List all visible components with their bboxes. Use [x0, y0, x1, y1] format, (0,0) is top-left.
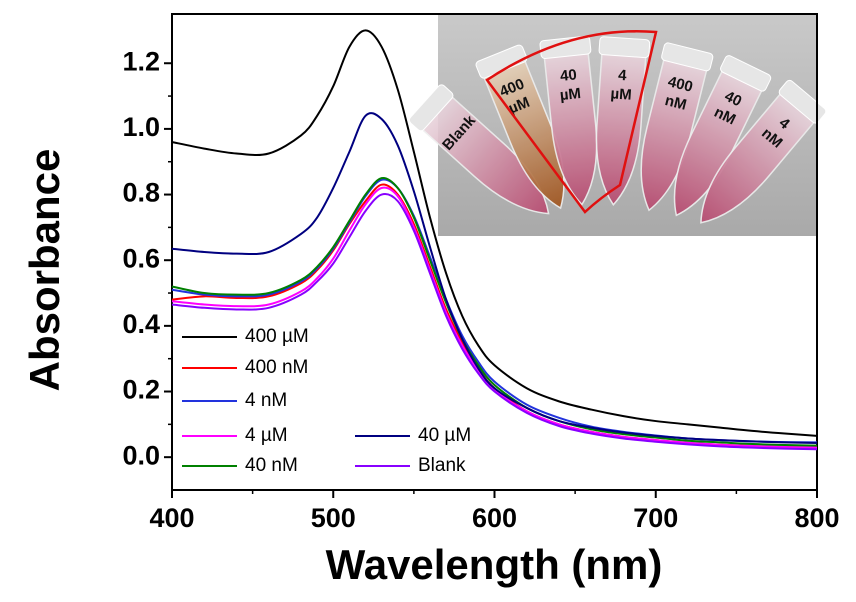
- y-tick-label: 0.4: [122, 309, 160, 339]
- legend-label: 400 µM: [245, 326, 309, 347]
- tube-label: nM: [663, 92, 688, 114]
- y-tick-label: 0.0: [122, 440, 160, 470]
- y-tick-label: 1.2: [122, 46, 160, 76]
- x-tick-label: 500: [311, 503, 356, 533]
- y-axis-title: Absorbance: [21, 149, 68, 392]
- tube-cap: [778, 79, 827, 124]
- y-tick-label: 0.8: [122, 178, 160, 208]
- legend-label: 40 nM: [245, 455, 298, 476]
- legend-label: 40 µM: [418, 425, 471, 446]
- tube-cap: [661, 42, 714, 72]
- data-line: [171, 112, 818, 445]
- tube-label: 4: [618, 67, 628, 85]
- tube-label: µM: [559, 85, 582, 104]
- x-tick-label: 400: [149, 503, 194, 533]
- y-tick-label: 0.6: [122, 243, 160, 273]
- data-line: [171, 193, 818, 451]
- legend-label: 400 nM: [245, 357, 308, 378]
- legend-label: 4 nM: [245, 390, 287, 411]
- x-tick-label: 700: [633, 503, 678, 533]
- y-tick-label: 0.2: [122, 375, 160, 405]
- tube-label: µM: [610, 85, 632, 103]
- tube-cap: [408, 84, 454, 132]
- data-line: [171, 186, 818, 449]
- x-axis-title: Wavelength (nm): [326, 541, 663, 588]
- tube-body: [700, 92, 816, 224]
- tube: 4µM: [595, 36, 651, 206]
- tube-label: µM: [506, 94, 532, 118]
- tube-label: 40: [559, 66, 577, 85]
- tube-cap: [720, 55, 772, 92]
- tube: 4nM: [700, 79, 827, 224]
- legend-label: Blank: [418, 455, 466, 476]
- tube-cap: [598, 36, 651, 59]
- tube-label: 40: [722, 88, 744, 111]
- x-tick-label: 800: [794, 503, 839, 533]
- legend-label: 4 µM: [245, 425, 288, 446]
- data-line: [171, 29, 818, 437]
- tube-body: [595, 52, 647, 206]
- data-line: [171, 176, 818, 447]
- y-tick-label: 1.0: [122, 112, 160, 142]
- tube: Blank: [408, 84, 550, 215]
- tube-label: 400: [666, 73, 694, 96]
- highlight-frame: [485, 30, 658, 214]
- x-tick-label: 600: [472, 503, 517, 533]
